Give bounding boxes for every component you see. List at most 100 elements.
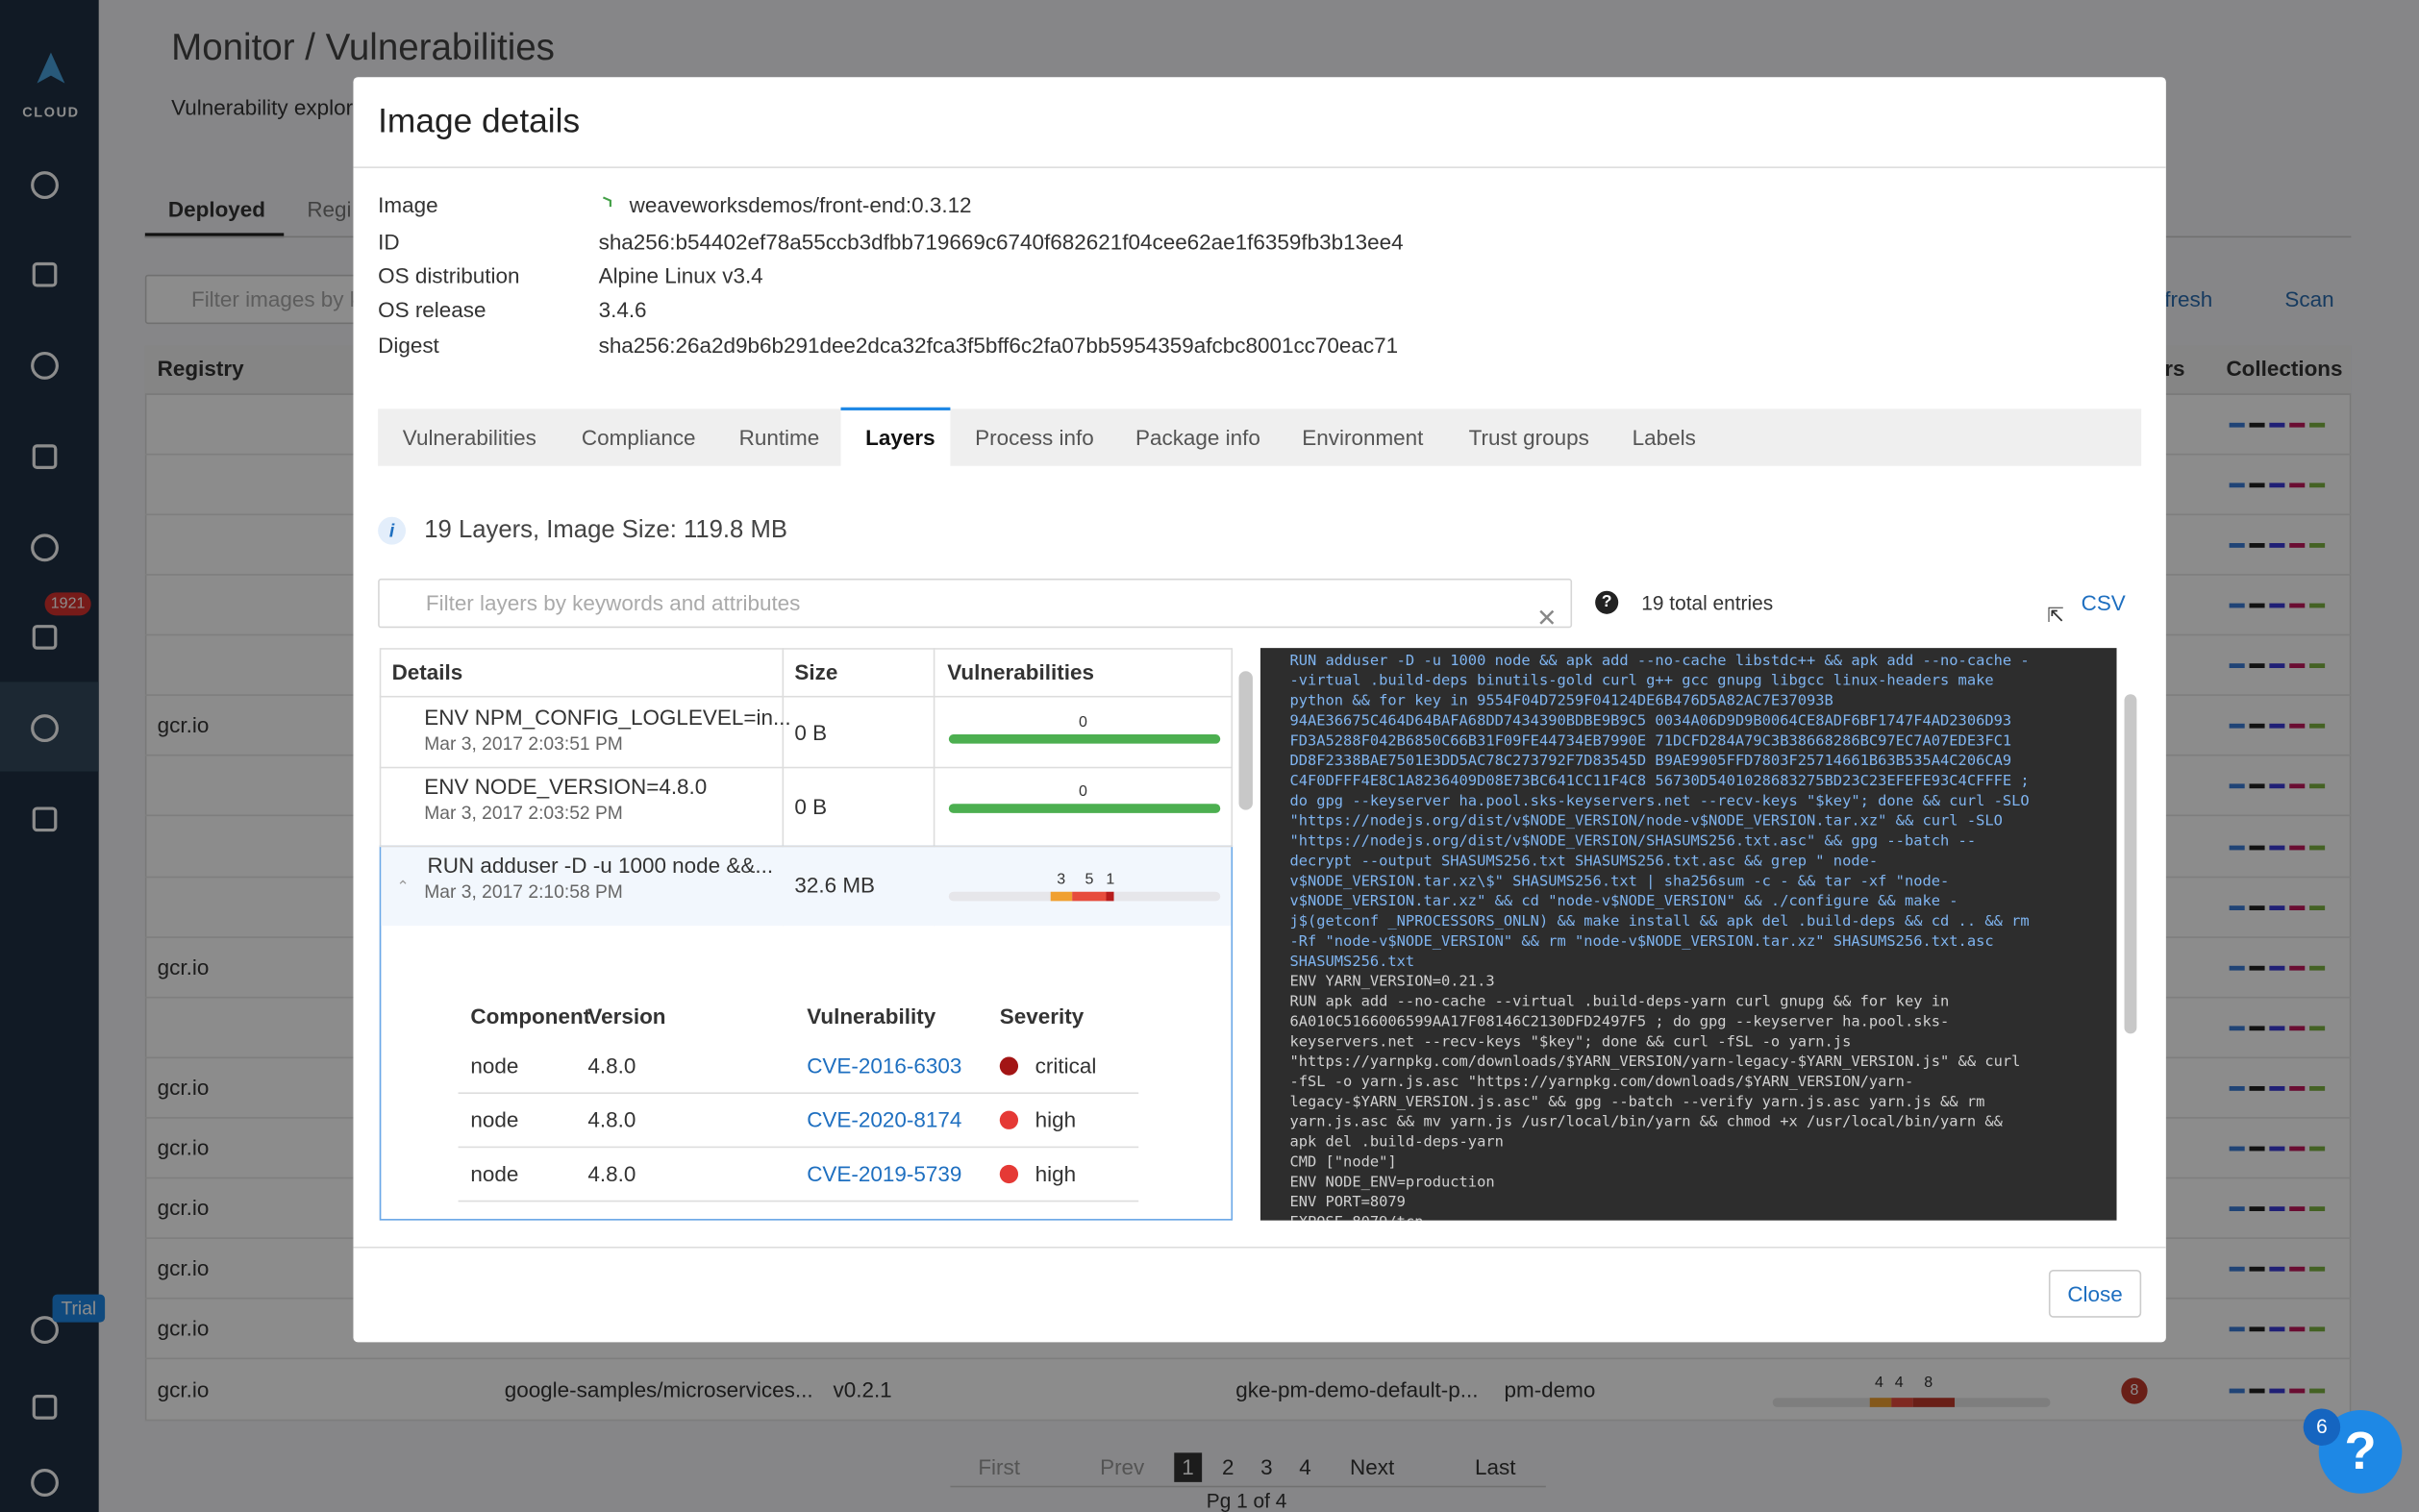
- pager-page[interactable]: 2: [1222, 1453, 1234, 1479]
- collection-swatch: [2249, 1026, 2265, 1031]
- nav-icon[interactable]: [26, 1464, 63, 1501]
- cve-link[interactable]: CVE-2020-8174: [807, 1106, 962, 1132]
- errors-badge: 8: [2121, 1377, 2148, 1404]
- field-value: sha256:26a2d9b6b291dee2dca32fca3f5bff6c2…: [598, 333, 1399, 358]
- nav-icon[interactable]: [26, 530, 63, 567]
- modal-tab[interactable]: Vulnerabilities: [402, 425, 536, 451]
- field-label: Image: [378, 191, 438, 217]
- logo: [37, 52, 65, 84]
- collection-swatch: [2249, 1146, 2265, 1152]
- pager[interactable]: Prev: [1100, 1453, 1145, 1479]
- selected-layer-row: [381, 847, 1232, 927]
- modal-tab[interactable]: Compliance: [581, 425, 696, 451]
- collection-swatch: [2289, 1146, 2306, 1152]
- field-label: ID: [378, 229, 400, 255]
- collection-swatch: [2249, 663, 2265, 669]
- modal-tab[interactable]: Runtime: [738, 425, 820, 451]
- registry-cell: gcr.io: [157, 1254, 210, 1280]
- severity-dot: [999, 1056, 1019, 1076]
- pager-border: [950, 1485, 1546, 1488]
- collection-swatch: [2249, 1266, 2265, 1272]
- collection-swatch: [2269, 1146, 2285, 1152]
- collection-swatch: [2309, 1026, 2326, 1031]
- code-line: "https://nodejs.org/dist/v$NODE_VERSION/…: [1289, 832, 1977, 851]
- collection-swatch: [2289, 422, 2306, 428]
- layer-command[interactable]: ENV NPM_CONFIG_LOGLEVEL=in...: [424, 704, 791, 730]
- layer-filter[interactable]: [378, 578, 1573, 629]
- export-csv[interactable]: CSV: [2081, 590, 2126, 615]
- code-line: -Rf "node-v$NODE_VERSION" && rm "node-v$…: [1289, 933, 1994, 951]
- page-tab[interactable]: Regi: [307, 196, 352, 222]
- severity-dot: [999, 1110, 1019, 1129]
- page-filter-placeholder[interactable]: Filter images by k: [190, 285, 362, 311]
- code-panel: RUN adduser -D -u 1000 node && apk add -…: [1259, 648, 2117, 1221]
- close-button[interactable]: [2048, 1269, 2142, 1318]
- layer-filter-placeholder[interactable]: Filter layers by keywords and attributes: [425, 590, 801, 615]
- code-line: ENV YARN_VERSION=0.21.3: [1289, 973, 1495, 991]
- collection-swatch: [2229, 965, 2245, 971]
- collection-swatch: [2289, 723, 2306, 729]
- nav-icon[interactable]: [26, 166, 63, 204]
- nav-icon[interactable]: [26, 801, 63, 838]
- component-column: Component: [470, 1004, 591, 1029]
- row-border: [458, 1200, 1139, 1202]
- collection-swatch: [2289, 905, 2306, 911]
- row-border: [144, 1419, 2352, 1422]
- layer-command[interactable]: RUN adduser -D -u 1000 node &&...: [427, 852, 774, 878]
- nav-icon[interactable]: [26, 1311, 63, 1349]
- action[interactable]: fresh: [2164, 285, 2213, 311]
- modal-tab[interactable]: Layers: [865, 425, 935, 451]
- cve-link[interactable]: CVE-2019-5739: [807, 1161, 962, 1186]
- modal-tab[interactable]: Trust groups: [1468, 425, 1589, 451]
- field-value: 3.4.6: [598, 297, 647, 322]
- vuln-segment: [1071, 891, 1108, 902]
- pager[interactable]: Last: [1474, 1453, 1516, 1479]
- clear-button[interactable]: ✕: [1536, 606, 1558, 633]
- vuln-segment: [1869, 1398, 1891, 1407]
- modal-tab[interactable]: Package info: [1135, 425, 1260, 451]
- collection-swatch: [2229, 723, 2245, 729]
- code-line: yarn.js.asc && mv yarn.js /usr/local/bin…: [1289, 1113, 2003, 1131]
- collection-swatch: [2229, 483, 2245, 488]
- action[interactable]: Scan: [2284, 285, 2334, 311]
- verified-icon: [602, 196, 611, 208]
- collection-swatch: [2229, 783, 2245, 789]
- column-divider: [782, 648, 785, 927]
- collection-swatch: [2309, 1146, 2326, 1152]
- collection-swatch: [2289, 845, 2306, 851]
- code-line: CMD ["node"]: [1289, 1153, 1397, 1172]
- severity-dot: [999, 1164, 1019, 1184]
- collection-swatch: [2289, 1388, 2306, 1394]
- modal-tab[interactable]: Process info: [975, 425, 1094, 451]
- nav-icon[interactable]: [26, 1389, 63, 1426]
- collection-swatch: [2249, 965, 2265, 971]
- cve-link[interactable]: CVE-2016-6303: [807, 1053, 962, 1078]
- nav-icon[interactable]: [26, 256, 63, 293]
- collection-swatch: [2249, 1085, 2265, 1091]
- nav-icon[interactable]: [26, 709, 63, 747]
- pager[interactable]: Next: [1350, 1453, 1395, 1479]
- collection-swatch: [2309, 965, 2326, 971]
- collapse-icon[interactable]: ⌃: [396, 879, 410, 897]
- row-cell: pm-demo: [1504, 1376, 1596, 1402]
- collection-swatch: [2289, 965, 2306, 971]
- nav-icon[interactable]: [26, 347, 63, 384]
- page-tab[interactable]: Deployed: [167, 196, 266, 222]
- layer-command[interactable]: ENV NODE_VERSION=4.8.0: [424, 774, 708, 799]
- close-label[interactable]: Close: [2067, 1281, 2123, 1306]
- pager-page[interactable]: 3: [1260, 1453, 1273, 1479]
- field-label: OS release: [378, 297, 486, 322]
- nav-icon[interactable]: [26, 619, 63, 657]
- pager-page[interactable]: 1: [1174, 1452, 1202, 1482]
- nav-icon[interactable]: [26, 438, 63, 476]
- pager-page[interactable]: 4: [1299, 1453, 1311, 1479]
- help-badge: 6: [2303, 1408, 2341, 1446]
- layer-size: 0 B: [794, 719, 828, 744]
- code-line: keyservers.net --recv-keys "$key"; done …: [1289, 1033, 1852, 1052]
- code-line: SHASUMS256.txt: [1289, 953, 1415, 971]
- modal-tab[interactable]: Environment: [1302, 425, 1424, 451]
- modal-tab[interactable]: Labels: [1632, 425, 1696, 451]
- pager[interactable]: First: [978, 1453, 1020, 1479]
- collection-swatch: [2269, 905, 2285, 911]
